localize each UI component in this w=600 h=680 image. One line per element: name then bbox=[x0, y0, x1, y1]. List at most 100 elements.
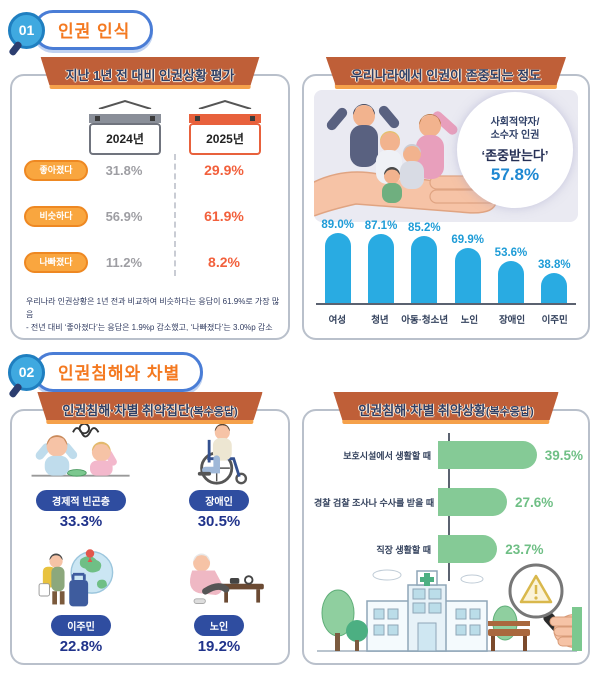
section-2-title: 인권침해와 차별 bbox=[33, 352, 204, 392]
situation-value: 23.7% bbox=[505, 541, 544, 557]
bar-value-label: 87.1% bbox=[364, 220, 398, 233]
panel-year-footnote: 우리나라 인권상황은 1년 전과 비교하여 비슷하다는 응답이 61.9%로 가… bbox=[26, 296, 280, 334]
panel-vulnerable-situations: 인권침해·차별 취약상황(복수응답) 보호시설에서 생활할 때 39.5% 경찰… bbox=[302, 397, 590, 665]
calendar-string-icon bbox=[98, 99, 152, 110]
situation-row-workplace: 직장 생활할 때 23.7% bbox=[314, 535, 544, 563]
migrant-illustration-icon bbox=[39, 549, 114, 607]
panel-groups-title-suffix: (복수응답) bbox=[189, 406, 238, 418]
bar-value-label: 38.8% bbox=[538, 258, 571, 271]
year-row-similar: 비슷하다 56.9% 61.9% bbox=[12, 206, 288, 228]
bubble-line-2: 소수자 인권 bbox=[490, 130, 540, 141]
bar bbox=[438, 535, 498, 563]
respect-illustration: 사회적약자/ 소수자 인권 ‘존중받는다’ 57.8% bbox=[314, 90, 578, 222]
calendar-string-icon bbox=[198, 99, 252, 110]
panel-groups-title: 인권침해·차별 취약집단 bbox=[62, 403, 190, 418]
wheelchair-illustration-icon bbox=[198, 423, 248, 485]
calendar-2024-header bbox=[89, 114, 161, 123]
holding-hand-icon bbox=[549, 607, 582, 651]
bar-value-label: 69.9% bbox=[451, 234, 484, 247]
section-1-title: 인권 인식 bbox=[33, 10, 154, 50]
category-label: 여성 bbox=[328, 315, 347, 326]
situation-label: 보호시설에서 생활할 때 bbox=[343, 450, 431, 461]
category-label: 청년 bbox=[371, 315, 389, 326]
elderly-illustration-icon bbox=[190, 553, 265, 604]
value-2024-worsened: 11.2% bbox=[105, 255, 143, 270]
section-1-badge: 01 bbox=[8, 11, 45, 49]
people-group-icon bbox=[326, 104, 458, 203]
bar-value-label: 85.2% bbox=[408, 221, 441, 234]
bar-column: 85.2% bbox=[403, 222, 446, 304]
panel-respect-title: 우리나라에서 인권이 존중되는 정도 bbox=[350, 68, 542, 83]
situation-row-police: 경찰 검찰 조사나 수사를 받을 때 27.6% bbox=[314, 488, 553, 516]
respect-annotation-bubble: 사회적약자/ 소수자 인권 ‘존중받는다’ 57.8% bbox=[457, 92, 573, 208]
calendar-2024: 2024년 bbox=[89, 96, 161, 155]
panel-year-comparison: 지난 1년 전 대비 인권상황 평가 2024년 2025년 좋아졌다 31.8… bbox=[10, 62, 290, 340]
bar bbox=[438, 441, 537, 469]
section-1-header: 01 인권 인식 bbox=[8, 10, 154, 50]
row-label-improved: 좋아졌다 bbox=[24, 160, 88, 181]
group-item-poverty: 경제적 빈곤층 33.3% bbox=[12, 421, 150, 538]
group-value-migrant: 22.8% bbox=[59, 638, 103, 655]
bar-column: 89.0% bbox=[316, 219, 359, 304]
bar bbox=[438, 488, 507, 516]
year-row-worsened: 나빠졌다 11.2% 8.2% bbox=[12, 252, 288, 274]
panel-groups-title-ribbon: 인권침해·차별 취약집단(복수응답) bbox=[46, 397, 254, 424]
category-labels: 여성 청년 아동·청소년 노인 장애인 이주민 bbox=[316, 312, 576, 326]
bar-value-label: 53.6% bbox=[494, 247, 528, 260]
year-row-improved: 좋아졌다 31.8% 29.9% bbox=[12, 160, 288, 182]
bar bbox=[324, 232, 351, 304]
section-2-header: 02 인권침해와 차별 bbox=[8, 352, 204, 392]
hospital-building-icon bbox=[366, 570, 488, 652]
group-value-elderly: 19.2% bbox=[197, 638, 241, 655]
situation-label: 직장 생활할 때 bbox=[376, 544, 431, 555]
bar-value-label: 89.0% bbox=[321, 218, 354, 231]
row-label-worsened: 나빠졌다 bbox=[24, 252, 88, 273]
group-label-disabled: 장애인 bbox=[189, 490, 249, 511]
bench-icon bbox=[488, 621, 530, 651]
panel-situations-title-ribbon: 인권침해·차별 취약상황(복수응답) bbox=[342, 397, 550, 424]
bar-column: 53.6% bbox=[489, 247, 532, 304]
panel-situations-title-suffix: (복수응답) bbox=[485, 406, 534, 418]
people-on-hand-illustration bbox=[314, 104, 505, 217]
category-label: 이주민 bbox=[541, 315, 568, 326]
bar bbox=[497, 261, 524, 304]
bubble-line-1: 사회적약자/ bbox=[490, 116, 540, 128]
calendar-2024-year: 2024년 bbox=[89, 123, 161, 155]
respect-bar-chart: 89.0% 87.1% 85.2% 69.9% 53.6% 38.8% bbox=[316, 209, 576, 304]
bar bbox=[411, 235, 438, 304]
footnote-line-1: 우리나라 인권상황은 1년 전과 비교하여 비슷하다는 응답이 61.9%로 가… bbox=[26, 297, 280, 319]
bubble-value: 57.8% bbox=[490, 164, 540, 184]
situation-row-facility: 보호시설에서 생활할 때 39.5% bbox=[314, 441, 583, 469]
bar-column: 38.8% bbox=[533, 259, 576, 304]
calendar-2025-year: 2025년 bbox=[189, 123, 261, 155]
group-label-migrant: 이주민 bbox=[51, 615, 111, 636]
bar-column: 69.9% bbox=[446, 234, 489, 304]
groups-grid: 경제적 빈곤층 33.3% 장애인 30.5% bbox=[12, 421, 288, 663]
situation-value: 39.5% bbox=[544, 447, 584, 463]
panel-year-title-ribbon: 지난 1년 전 대비 인권상황 평가 bbox=[49, 62, 251, 89]
bar bbox=[541, 272, 568, 304]
situation-label: 경찰 검찰 조사나 수사를 받을 때 bbox=[314, 497, 435, 508]
panel-vulnerable-groups: 인권침해·차별 취약집단(복수응답) bbox=[10, 397, 290, 665]
column-divider bbox=[174, 154, 176, 276]
value-2025-improved: 29.9% bbox=[204, 162, 244, 178]
category-label: 노인 bbox=[460, 315, 479, 326]
bar bbox=[367, 234, 394, 304]
group-value-disabled: 30.5% bbox=[197, 513, 241, 530]
situation-value: 27.6% bbox=[515, 494, 554, 510]
value-2025-similar: 61.9% bbox=[204, 208, 244, 224]
bar bbox=[454, 248, 481, 304]
group-item-disabled: 장애인 30.5% bbox=[150, 421, 288, 538]
group-value-poverty: 33.3% bbox=[59, 513, 103, 530]
value-2024-similar: 56.9% bbox=[105, 209, 143, 224]
group-label-poverty: 경제적 빈곤층 bbox=[36, 490, 126, 511]
group-item-migrant: 이주민 22.8% bbox=[12, 546, 150, 663]
category-label: 장애인 bbox=[498, 315, 526, 326]
row-label-similar: 비슷하다 bbox=[24, 206, 88, 227]
poverty-illustration-icon bbox=[31, 422, 131, 477]
facility-inspection-illustration bbox=[317, 563, 582, 652]
panel-respect-degree: 우리나라에서 인권이 존중되는 정도 bbox=[302, 62, 590, 340]
value-2024-improved: 31.8% bbox=[105, 163, 143, 178]
group-item-elderly: 노인 19.2% bbox=[150, 546, 288, 663]
